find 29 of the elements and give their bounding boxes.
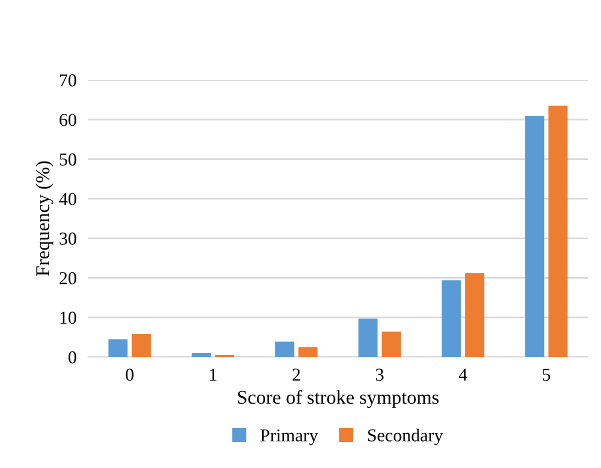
x-tick-label: 3 [376,368,384,381]
y-tick-label: 60 [60,114,76,126]
y-tick-label: 0 [68,351,76,364]
y-tick-label: 30 [60,232,76,245]
bar [298,347,318,357]
x-tick-label: 2 [292,368,300,381]
x-tick-label: 5 [542,368,550,381]
bar [442,280,461,357]
bar [382,332,401,357]
x-tick-label: 4 [458,368,468,381]
legend-label: Secondary [368,428,444,446]
x-tick-label: 0 [126,368,134,381]
bar [525,116,544,357]
bar [548,106,568,357]
x-tick-label: 1 [210,368,216,381]
bar [108,339,128,357]
y-tick-label: 70 [60,74,76,86]
y-tick-label: 50 [60,153,76,166]
bar [192,353,211,357]
bar [465,273,484,357]
legend-label: Primary [260,429,318,446]
y-axis-title: Frequency (%) [36,161,54,276]
bar [358,318,378,357]
y-tick-label: 20 [60,272,76,284]
y-tick-label: 10 [60,312,76,324]
x-axis-title: Score of stroke symptoms [238,390,439,408]
bar [275,342,294,357]
y-tick-label: 40 [59,192,76,206]
bar [132,334,151,357]
